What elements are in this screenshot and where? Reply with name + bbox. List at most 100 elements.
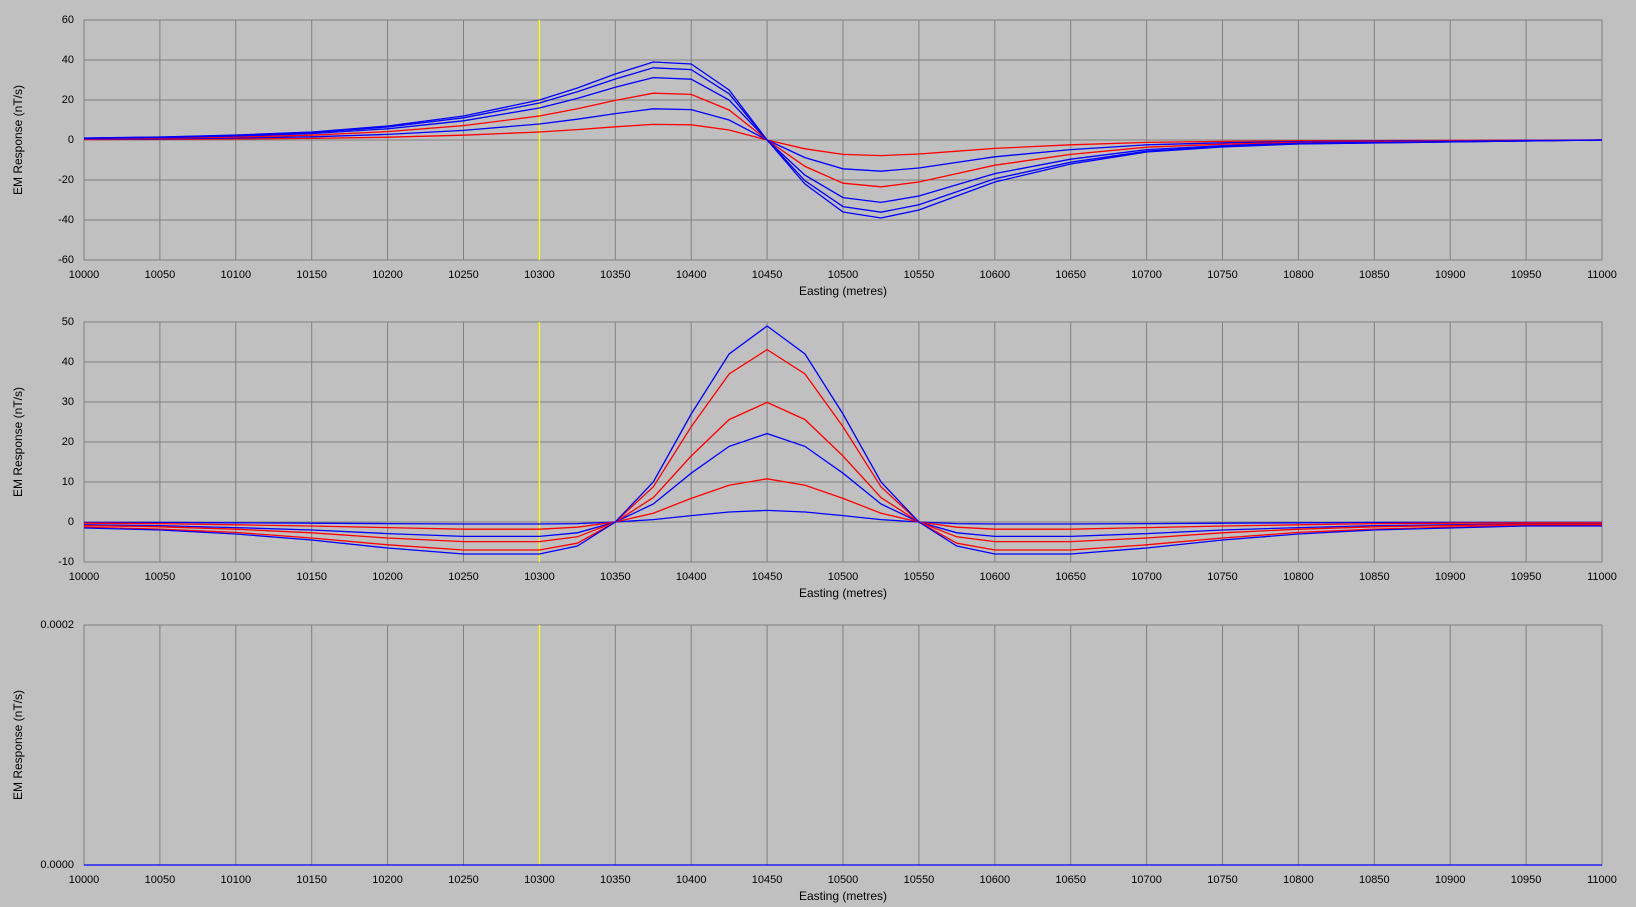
x-tick-label: 10350 [600, 874, 631, 886]
x-tick-label: 10700 [1131, 874, 1162, 886]
x-tick-label: 10400 [676, 571, 707, 583]
x-tick-label: 10600 [980, 269, 1011, 281]
y-tick-label: 0 [68, 516, 74, 528]
x-tick-label: 10800 [1283, 571, 1314, 583]
x-tick-label: 10150 [296, 874, 327, 886]
x-tick-label: 10100 [221, 874, 252, 886]
x-tick-label: 10400 [676, 269, 707, 281]
x-tick-label: 10200 [372, 874, 403, 886]
x-tick-label: 10150 [296, 269, 327, 281]
x-tick-label: 10000 [69, 571, 100, 583]
x-tick-label: 10800 [1283, 874, 1314, 886]
y-tick-label: 50 [62, 316, 74, 328]
series-line [83, 432, 1602, 538]
y-tick-label: -60 [58, 254, 74, 266]
x-tick-label: 10500 [828, 269, 859, 281]
series-line [83, 478, 1602, 530]
x-tick-label: 10850 [1359, 571, 1390, 583]
x-tick-label: 10250 [448, 571, 479, 583]
x-tick-label: 10000 [69, 874, 100, 886]
x-tick-label: 10900 [1435, 571, 1466, 583]
x-tick-label: 10950 [1511, 874, 1542, 886]
x-tick-label: 10650 [1055, 874, 1086, 886]
y-tick-label: -40 [58, 214, 74, 226]
series-line [83, 325, 1602, 555]
x-tick-label: 10750 [1207, 874, 1238, 886]
chart-panel: 10000 10050 10100 10150 10200 10250 10300 10350… [11, 316, 1617, 600]
x-tick-label: 10950 [1511, 571, 1542, 583]
series-line [83, 92, 1603, 188]
x-tick-label: 11000 [1587, 269, 1617, 281]
x-tick-label: 10600 [980, 571, 1011, 583]
x-tick-label: 10550 [904, 874, 935, 886]
series-line [83, 348, 1602, 551]
x-tick-label: 10550 [904, 571, 935, 583]
x-tick-label: 10300 [524, 571, 555, 583]
series-line [83, 401, 1602, 543]
series-line [83, 123, 1603, 157]
x-tick-label: 10700 [1131, 269, 1162, 281]
y-tick-label: -10 [58, 556, 74, 568]
x-tick-label: 10400 [676, 874, 707, 886]
x-tick-label: 10350 [600, 269, 631, 281]
y-tick-label: 20 [62, 94, 74, 106]
x-tick-label: 11000 [1587, 874, 1617, 886]
series-line [83, 76, 1603, 204]
x-tick-label: 10350 [600, 571, 631, 583]
x-tick-label: 10200 [372, 269, 403, 281]
x-tick-label: 10300 [524, 269, 555, 281]
x-tick-label: 10150 [296, 571, 327, 583]
y-tick-label: 0.0000 [40, 859, 74, 871]
x-tick-label: 10450 [752, 269, 783, 281]
x-tick-label: 10100 [221, 571, 252, 583]
x-tick-label: 10650 [1055, 269, 1086, 281]
series-line [83, 61, 1603, 219]
x-tick-label: 10250 [448, 874, 479, 886]
x-tick-label: 10050 [145, 571, 176, 583]
y-tick-label: 20 [62, 436, 74, 448]
chart-panel: 10000 10050 10100 10150 10200 10250 10300 10350… [11, 619, 1617, 903]
x-tick-label: 10850 [1359, 874, 1390, 886]
x-axis-label: Easting (metres) [799, 284, 887, 298]
x-axis-label: Easting (metres) [799, 889, 887, 903]
x-tick-label: 10800 [1283, 269, 1314, 281]
x-tick-label: 10550 [904, 269, 935, 281]
chart-panel: 10000 10050 10100 10150 10200 10250 10300 10350… [11, 14, 1617, 298]
y-axis-label: EM Response (nT/s) [11, 85, 25, 195]
x-tick-label: 11000 [1587, 571, 1617, 583]
x-tick-label: 10850 [1359, 269, 1390, 281]
x-tick-label: 10450 [752, 874, 783, 886]
x-tick-label: 10900 [1435, 269, 1466, 281]
x-tick-label: 10500 [828, 571, 859, 583]
x-tick-label: 10250 [448, 269, 479, 281]
y-tick-label: 30 [62, 396, 74, 408]
series-line [83, 108, 1603, 172]
x-tick-label: 10750 [1207, 269, 1238, 281]
x-axis-label: Easting (metres) [799, 586, 887, 600]
x-tick-label: 10050 [145, 874, 176, 886]
y-tick-label: 40 [62, 356, 74, 368]
y-tick-label: 0.0002 [40, 619, 74, 631]
y-tick-label: 10 [62, 476, 74, 488]
x-tick-label: 10300 [524, 874, 555, 886]
x-tick-label: 10000 [69, 269, 100, 281]
x-tick-label: 10600 [980, 874, 1011, 886]
y-axis-label: EM Response (nT/s) [11, 690, 25, 800]
y-tick-label: -20 [58, 174, 74, 186]
series-line [84, 509, 1602, 525]
x-tick-label: 10650 [1055, 571, 1086, 583]
y-tick-label: 0 [68, 134, 74, 146]
x-tick-label: 10200 [372, 571, 403, 583]
x-tick-label: 10450 [752, 571, 783, 583]
y-axis-label: EM Response (nT/s) [11, 387, 25, 497]
x-tick-label: 10700 [1131, 571, 1162, 583]
x-tick-label: 10750 [1207, 571, 1238, 583]
y-tick-label: 60 [62, 14, 74, 26]
x-tick-label: 10950 [1511, 269, 1542, 281]
x-tick-label: 10100 [221, 269, 252, 281]
y-tick-label: 40 [62, 54, 74, 66]
x-tick-label: 10500 [828, 874, 859, 886]
x-tick-label: 10050 [145, 269, 176, 281]
x-tick-label: 10900 [1435, 874, 1466, 886]
